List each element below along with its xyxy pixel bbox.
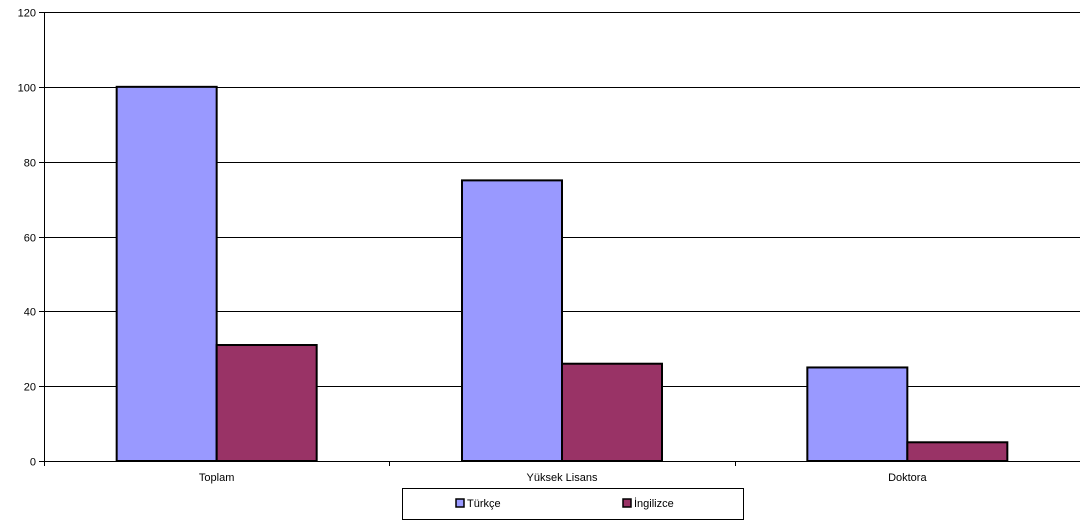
y-tick-label: 0 bbox=[30, 457, 36, 469]
bar-ingilizce bbox=[561, 362, 663, 463]
legend-label: İngilizce bbox=[634, 497, 674, 510]
bar-turkce bbox=[806, 366, 909, 463]
bar-ingilizce bbox=[215, 344, 318, 462]
legend-label: Türkçe bbox=[467, 498, 501, 510]
legend-box bbox=[402, 488, 744, 520]
x-tick-label: Toplam bbox=[199, 472, 234, 484]
y-tick-label: 40 bbox=[24, 307, 36, 319]
x-tick-label: Doktora bbox=[888, 472, 927, 484]
legend: Türkçe İngilizce bbox=[402, 488, 744, 520]
y-tick-label: 20 bbox=[24, 382, 36, 394]
bar-ingilizce bbox=[906, 441, 1009, 462]
legend-swatch bbox=[455, 498, 465, 508]
y-tick-label: 100 bbox=[18, 83, 36, 95]
y-tick-label: 80 bbox=[24, 158, 36, 170]
bar-turkce bbox=[461, 179, 563, 462]
bars bbox=[115, 85, 1009, 463]
y-tick-label: 60 bbox=[24, 233, 36, 245]
axes: 0 20 40 60 80 100 120 Toplam Yüksek Lisans Doktor… bbox=[18, 8, 1080, 484]
x-tick-label: Yüksek Lisans bbox=[527, 472, 598, 484]
bar-turkce bbox=[115, 85, 218, 462]
legend-swatch bbox=[622, 498, 632, 508]
y-tick-label: 120 bbox=[18, 8, 36, 20]
